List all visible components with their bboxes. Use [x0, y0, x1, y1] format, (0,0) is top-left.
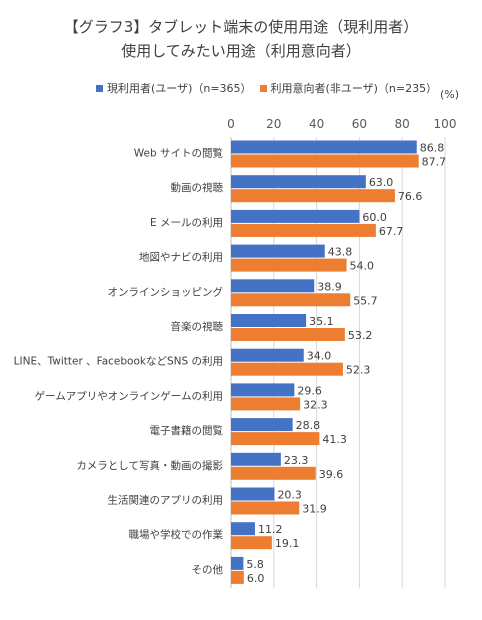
bar — [231, 487, 275, 501]
data-label: 20.3 — [277, 489, 302, 502]
legend-label-users: 現利用者(ユーザ)（n=365） — [107, 82, 252, 95]
chart-subtitle: 使用してみたい用途（利用意向者） — [121, 42, 361, 60]
bar — [231, 328, 345, 341]
data-label: 38.9 — [317, 280, 342, 293]
bar — [231, 244, 325, 258]
bar — [231, 570, 244, 584]
bar — [231, 314, 307, 327]
x-tick-label: 20 — [266, 117, 281, 131]
category-label: 音楽の視聴 — [171, 320, 224, 333]
bar — [231, 189, 395, 203]
data-label: 28.8 — [296, 419, 321, 432]
x-tick-label: 0 — [227, 117, 235, 131]
category-label: 動画の視聴 — [171, 181, 224, 194]
data-label: 87.7 — [422, 156, 447, 169]
data-label: 67.7 — [379, 225, 404, 238]
bar — [231, 362, 343, 376]
data-label: 29.6 — [297, 384, 322, 397]
category-label: 電子書籍の閲覧 — [150, 424, 224, 437]
data-label: 31.9 — [302, 503, 327, 516]
bar — [231, 258, 347, 272]
data-label: 43.8 — [328, 246, 353, 259]
bar — [231, 522, 255, 536]
bar — [231, 209, 360, 223]
legend-swatch-intenders — [259, 84, 267, 92]
bar — [231, 140, 417, 154]
data-label: 63.0 — [369, 176, 394, 189]
bar — [231, 175, 366, 189]
bar — [231, 536, 272, 550]
category-label: Web サイトの閲覧 — [134, 147, 224, 160]
bar — [231, 452, 281, 466]
bar — [231, 348, 304, 362]
legend-item-intenders: 利用意向者(非ユーザ)（n=235） — [259, 80, 438, 96]
data-label: 11.2 — [258, 523, 283, 536]
bar — [231, 556, 244, 570]
bar — [231, 466, 316, 480]
bar — [231, 432, 320, 446]
unit-label: (%) — [440, 88, 460, 101]
data-label: 54.0 — [350, 260, 375, 273]
category-label: ゲームアプリやオンラインゲームの利用 — [35, 390, 223, 402]
bar — [231, 383, 295, 397]
category-label: オンラインショッピング — [108, 285, 224, 298]
x-tick-label: 40 — [309, 117, 324, 131]
bar — [231, 279, 315, 293]
category-label: LINE、Twitter 、FacebookなどSNS の利用 — [14, 356, 223, 368]
bar — [231, 397, 301, 411]
category-label: その他 — [192, 563, 224, 576]
data-label: 86.8 — [420, 142, 445, 155]
chart-legend: 現利用者(ユーザ)（n=365） 利用意向者(非ユーザ)（n=235） — [96, 80, 445, 96]
x-tick-label: 60 — [352, 117, 367, 131]
data-label: 53.2 — [348, 329, 373, 342]
x-tick-label: 80 — [395, 117, 410, 131]
data-label: 5.8 — [246, 558, 263, 571]
data-label: 39.6 — [319, 468, 344, 481]
category-label: カメラとして写真・動画の撮影 — [76, 459, 223, 472]
bar — [231, 293, 351, 307]
data-label: 35.1 — [309, 315, 334, 328]
data-label: 55.7 — [353, 294, 378, 307]
data-label: 19.1 — [275, 537, 300, 550]
data-label: 6.0 — [247, 572, 265, 585]
bar — [231, 418, 293, 432]
data-label: 23.3 — [284, 454, 309, 467]
x-tick-label: 100 — [434, 117, 457, 131]
legend-item-users: 現利用者(ユーザ)（n=365） — [96, 80, 252, 96]
category-label: E メールの利用 — [150, 217, 223, 229]
category-label: 地図やナビの利用 — [139, 251, 223, 264]
bar — [231, 154, 419, 168]
category-label: 生活関連のアプリの利用 — [108, 494, 224, 507]
category-label: 職場や学校での作業 — [129, 528, 224, 541]
legend-swatch-users — [96, 84, 103, 92]
data-label: 60.0 — [362, 211, 387, 224]
data-label: 34.0 — [307, 350, 332, 363]
bar — [231, 501, 300, 515]
data-label: 41.3 — [322, 433, 347, 446]
legend-label-intenders: 利用意向者(非ユーザ)（n=235） — [270, 82, 438, 95]
data-label: 52.3 — [346, 364, 371, 377]
data-label: 32.3 — [303, 398, 328, 411]
chart-title: 【グラフ3】タブレット端末の使用用途（現利用者） — [63, 18, 419, 36]
data-label: 76.6 — [398, 190, 423, 203]
bar — [231, 223, 376, 237]
